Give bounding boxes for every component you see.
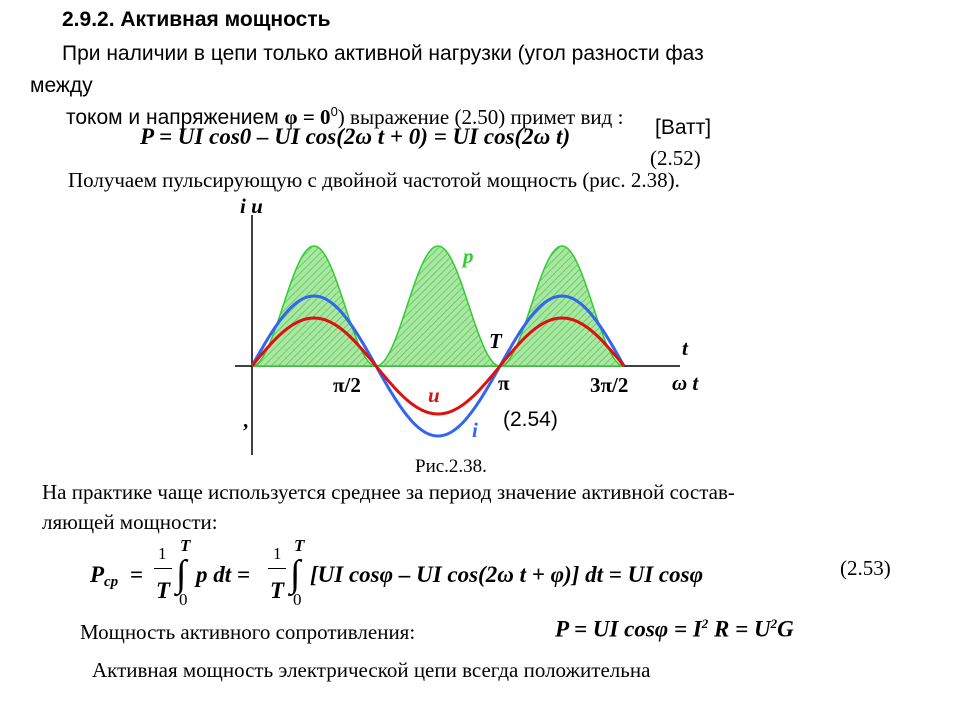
power-curve <box>251 245 625 367</box>
sup: 2 <box>701 616 709 631</box>
text: ) выражение (2.50) примет вид : <box>337 105 624 129</box>
formula-part: = <box>130 562 144 587</box>
formula-part: P = UI cosφ = I <box>555 616 702 642</box>
intro-line: током и напряжением φ = 00) выражение (2… <box>66 104 623 130</box>
text-line: Активная мощность электрической цепи все… <box>92 658 651 682</box>
subscript: ср <box>104 574 119 590</box>
lower-limit: 0 <box>179 590 188 609</box>
upper-limit: T <box>180 536 191 555</box>
label-p: p <box>461 244 474 268</box>
text-line: На практике чаще используется среднее за… <box>42 480 735 504</box>
formula-part: p dt = <box>196 562 250 587</box>
tick-label: π/2 <box>333 373 361 397</box>
axis-label: i u <box>240 194 263 218</box>
label-i: i <box>472 418 478 442</box>
numerator: 1 <box>273 544 282 563</box>
formula: P = UI cos0 – UI cos(2ω t + 0) = UI cos(… <box>140 124 571 149</box>
numerator: 1 <box>158 544 167 563</box>
eq-number: (2.52) <box>650 146 701 170</box>
integral: ∫ <box>176 553 187 595</box>
sup: 0 <box>330 104 338 119</box>
formula-part: [UI cosφ – UI cos(2ω t + φ)] dt = UI cos… <box>310 562 704 587</box>
text-line: Получаем пульсирующую с двойной частотой… <box>68 168 680 192</box>
sup: 2 <box>770 616 778 631</box>
phi: φ = 0 <box>284 105 331 129</box>
heading: 2.9.2. Активная мощность <box>62 8 331 31</box>
formula-part: R = U <box>714 616 771 642</box>
tick-label: π <box>498 371 510 395</box>
text-line: ляющей мощности: <box>42 510 218 534</box>
label-t: t <box>682 336 689 360</box>
fraction-bar <box>268 568 286 569</box>
denominator: T <box>156 578 171 603</box>
voltage-curve <box>250 316 626 416</box>
eq-number: (2.54) <box>503 408 558 431</box>
text: током и напряжением <box>66 106 285 129</box>
label-u: u <box>428 383 440 407</box>
formula-part: G <box>777 616 794 642</box>
tick-label: 3π/2 <box>590 373 628 397</box>
label-T: T <box>489 329 503 353</box>
curves <box>250 245 626 438</box>
current-curve <box>250 294 626 438</box>
integral: ∫ <box>290 553 301 595</box>
intro-line: между <box>30 74 93 97</box>
upper-limit: T <box>294 536 305 555</box>
label-omega-t: ω t <box>672 371 699 395</box>
fraction-bar <box>154 568 172 569</box>
caption: Рис.2.38. <box>415 456 487 477</box>
unit: [Ватт] <box>655 116 712 140</box>
lower-limit: 0 <box>293 590 302 609</box>
eq-number: (2.53) <box>840 556 891 580</box>
comma: , <box>243 408 248 432</box>
text-line: Мощность активного сопротивления: <box>80 620 416 644</box>
formula: P = UI cosφ = I2 R = U2G <box>555 616 794 643</box>
formula-part: P <box>90 562 105 587</box>
denominator: T <box>270 578 285 603</box>
intro-line: При наличии в цепи только активной нагру… <box>62 42 704 65</box>
